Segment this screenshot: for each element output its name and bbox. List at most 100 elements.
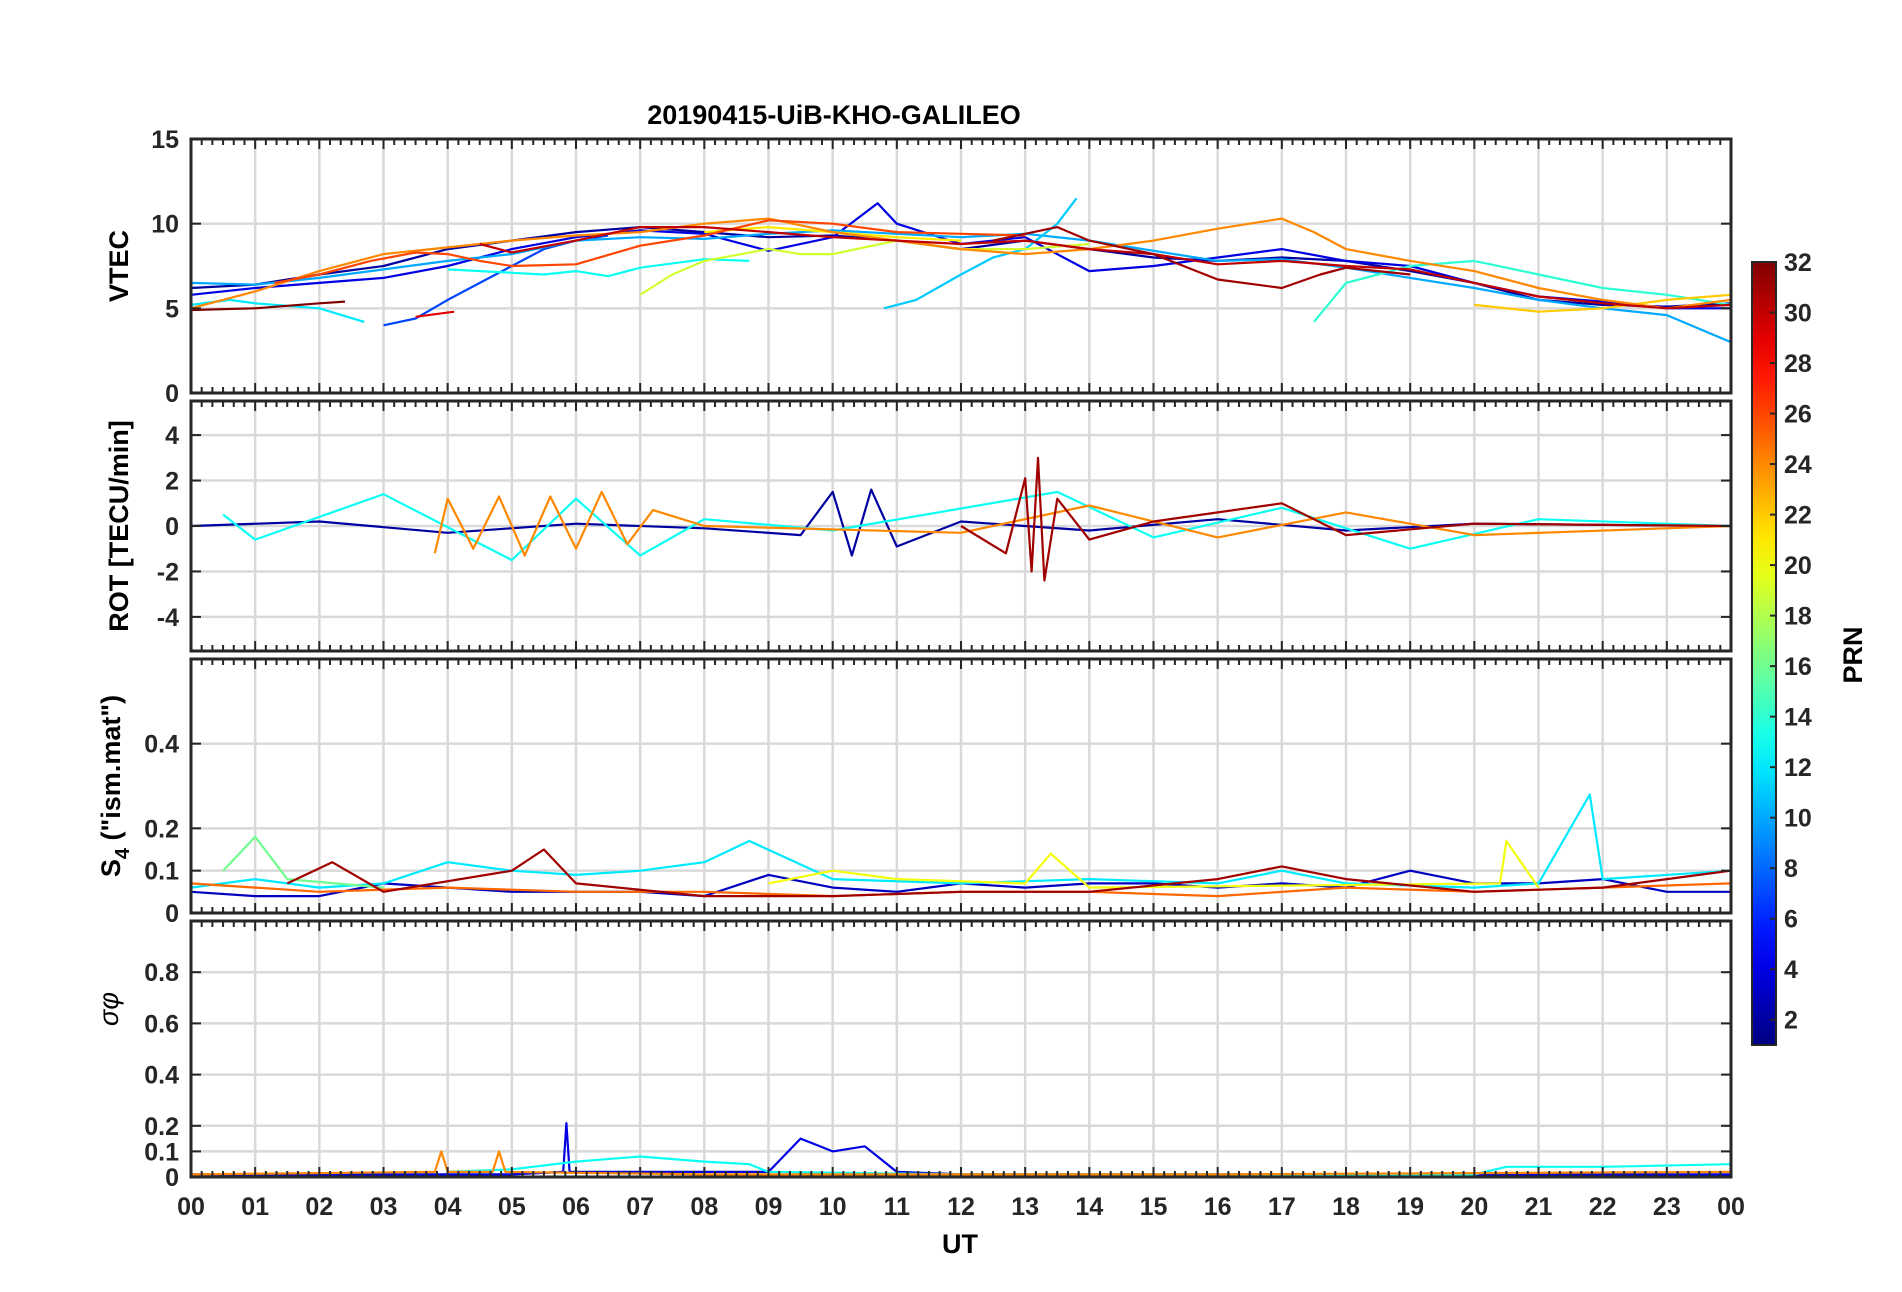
colorbar-tick-label: 30 — [1784, 300, 1812, 328]
y-tick-label: 10 — [151, 211, 179, 239]
colorbar-tick-label: 4 — [1784, 956, 1798, 984]
x-tick-label: 12 — [947, 1193, 975, 1221]
y-axis-label: S4 ("ism.mat") — [96, 695, 134, 877]
x-tick-label: 18 — [1332, 1193, 1360, 1221]
series-line-prn-32 — [191, 300, 346, 312]
x-tick-label: 07 — [626, 1193, 654, 1221]
y-tick-label: 0 — [165, 900, 179, 928]
panel-3: 0 0.1 0.2 0.4 S4 ("ism.mat") — [96, 657, 1733, 928]
y-tick-label: 0.4 — [144, 1062, 179, 1090]
y-tick-label: 0 — [165, 513, 179, 541]
y-tick-label: -2 — [157, 558, 179, 586]
y-tick-label: 0.6 — [144, 1010, 179, 1038]
series-line-prn-19 — [639, 239, 1090, 296]
colorbar-tick-label: 10 — [1784, 805, 1812, 833]
x-tick-label: 03 — [370, 1193, 398, 1221]
x-tick-label: 00 — [177, 1193, 205, 1221]
series-line-prn-20 — [768, 839, 1540, 889]
y-tick-label: 0.2 — [144, 815, 179, 843]
y-tick-label: 0 — [165, 380, 179, 408]
x-tick-label: 15 — [1140, 1193, 1168, 1221]
x-tick-label: 05 — [498, 1193, 526, 1221]
x-tick-label: 00 — [1717, 1193, 1745, 1221]
colorbar-tick-label: 6 — [1784, 906, 1798, 934]
series-line-prn-31 — [992, 226, 1411, 290]
x-tick-label: 09 — [755, 1193, 783, 1221]
colorbar-tick-label: 18 — [1784, 603, 1812, 631]
series-line-prn-13 — [447, 258, 750, 278]
y-axis-label-rest: ("ism.mat") — [96, 695, 126, 848]
x-tick-label: 14 — [1075, 1193, 1103, 1221]
y-axis-label-subscript: 4 — [112, 847, 134, 859]
x-tick-label: 20 — [1460, 1193, 1488, 1221]
series-line-prn-24 — [191, 217, 1731, 310]
series-line-prn-11 — [883, 197, 1078, 310]
y-tick-label: 0.2 — [144, 1113, 179, 1141]
x-tick-label: 02 — [305, 1193, 333, 1221]
y-tick-label: 0 — [165, 1164, 179, 1192]
y-tick-label: 0.1 — [144, 1138, 179, 1166]
series-line-prn-29 — [415, 310, 455, 318]
y-tick-label: 5 — [165, 295, 179, 323]
x-tick-label: 17 — [1268, 1193, 1296, 1221]
x-tick-label: 19 — [1396, 1193, 1424, 1221]
panel-1: 0 5 10 15 VTEC — [104, 126, 1733, 408]
series-line-prn-22 — [1474, 293, 1731, 313]
panel-series — [191, 456, 1731, 582]
colorbar-tick-label: 22 — [1784, 502, 1812, 530]
x-tick-label: 01 — [241, 1193, 269, 1221]
chart-title: 20190415-UiB-KHO-GALILEO — [647, 100, 1021, 130]
panel-ticks: 0 5 10 15 — [151, 126, 1732, 408]
x-tick-label: 06 — [562, 1193, 590, 1221]
panel-2: -4 -2 0 2 4 ROT [TECU/min] — [104, 399, 1733, 653]
colorbar-tick-label: 2 — [1784, 1007, 1798, 1035]
colorbar-tick-label: 14 — [1784, 704, 1812, 732]
colorbar-tick-label: 26 — [1784, 401, 1812, 429]
colorbar-tick-label: 20 — [1784, 552, 1812, 580]
y-axis-label: ROT [TECU/min] — [104, 420, 134, 631]
colorbar-tick-label: 16 — [1784, 653, 1812, 681]
panel-ticks: 0 0.1 0.2 0.4 — [144, 659, 1732, 928]
colorbar-tick-label: 28 — [1784, 350, 1812, 378]
series-line-prn-10 — [191, 229, 1731, 344]
y-tick-label: 15 — [151, 126, 179, 154]
x-tick-label: 21 — [1525, 1193, 1553, 1221]
panel-ticks: -4 -2 0 2 4 — [157, 401, 1732, 651]
y-tick-label: -4 — [157, 604, 179, 632]
panel-series — [191, 197, 1731, 344]
y-tick-label: 0.1 — [144, 858, 179, 886]
y-tick-label: 0.8 — [144, 959, 179, 987]
colorbar-tick-label: 32 — [1784, 249, 1812, 277]
x-tick-label: 10 — [819, 1193, 847, 1221]
y-tick-label: 4 — [165, 422, 179, 450]
x-tick-label: 04 — [434, 1193, 462, 1221]
panel-series — [191, 793, 1731, 898]
series-line-prn-14 — [1313, 259, 1731, 323]
panel-grid — [189, 921, 1733, 1179]
x-tick-label: 16 — [1204, 1193, 1232, 1221]
series-line-prn-16 — [222, 835, 384, 889]
series-line-prn-31 — [960, 456, 1731, 582]
x-tick-label: 08 — [690, 1193, 718, 1221]
y-axis-label-main: S — [96, 859, 126, 877]
x-tick-label: 22 — [1589, 1193, 1617, 1221]
series-line-prn-13 — [222, 490, 1731, 562]
y-axis-label: σφ — [94, 992, 124, 1026]
colorbar-tick-label: 12 — [1784, 754, 1812, 782]
series-line-prn-26 — [274, 219, 1026, 284]
y-tick-label: 2 — [165, 468, 179, 496]
series-line-prn-31 — [286, 848, 1731, 898]
series-line-prn-13 — [447, 1155, 1731, 1176]
series-line-prn-12 — [191, 793, 1731, 889]
colorbar-label: PRN — [1838, 626, 1868, 683]
colorbar-bar — [1751, 261, 1777, 1046]
colorbar-tick-label: 8 — [1784, 855, 1798, 883]
panel-4: 00.10.2 0.4 0.6 0.8 σφ — [94, 919, 1733, 1192]
x-axis-label: UT — [942, 1229, 978, 1259]
x-tick-label: 23 — [1653, 1193, 1681, 1221]
colorbar-tick-label: 24 — [1784, 451, 1812, 479]
series-line-prn-30 — [479, 226, 1731, 310]
y-tick-label: 0.4 — [144, 731, 179, 759]
series-line-prn-24 — [433, 490, 1731, 557]
